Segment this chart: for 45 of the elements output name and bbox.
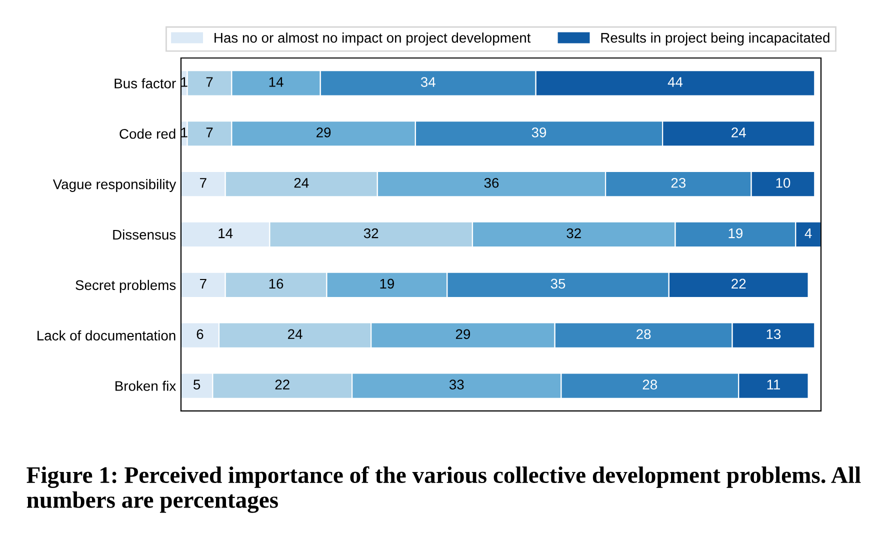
data-label: 19 [728,228,743,238]
data-label: 11 [767,380,780,390]
caption: Figure 1: Perceived importance of the various collective development problems. All numbers are percentages [26,466,861,513]
data-label: 24 [288,329,302,339]
data-label: 36 [484,178,499,188]
data-label: 28 [636,329,651,340]
data-label: 4 [804,228,812,238]
data-label: 24 [294,178,309,188]
data-label: 19 [380,278,394,289]
data-label: 39 [532,128,546,138]
data-label: 32 [364,228,378,238]
y-tick-label: Dissensus [113,229,176,240]
data-label: 7 [200,278,206,289]
data-label: 7 [206,77,213,87]
data-label: 29 [456,329,470,340]
data-label: 28 [642,380,658,390]
y-tick-label: Code red [120,128,176,139]
data-label: 14 [218,228,233,238]
y-tick-label: Bus factor [114,78,176,88]
data-label: 7 [206,128,213,138]
data-label: 14 [269,77,284,87]
data-label: 33 [449,380,464,390]
data-label: 29 [316,128,331,138]
data-label: 10 [776,178,790,188]
data-label: 13 [766,329,781,340]
data-label: 34 [420,77,436,87]
data-label: 7 [200,178,206,188]
data-label: 22 [732,278,746,289]
data-label: 44 [668,77,683,87]
data-label: 35 [550,278,566,289]
data-label: 1 [181,128,188,138]
data-label: 6 [196,329,204,340]
y-tick-label: Secret problems [76,280,176,293]
data-label: 22 [275,380,290,390]
data-label: 32 [566,228,581,238]
data-label: 1 [181,77,188,87]
data-label: 16 [269,278,284,289]
legend-label: Has no or almost no impact on project development [214,32,531,46]
data-label: 5 [194,380,200,390]
y-tick-label: Vague responsibility [52,179,176,192]
legend-label: Results in project being incapacitated [601,32,830,46]
y-tick-label: Lack of documentation [38,330,176,341]
data-label: 23 [671,178,686,188]
data-label: 24 [732,128,746,138]
y-tick-label: Broken fix [116,380,176,391]
